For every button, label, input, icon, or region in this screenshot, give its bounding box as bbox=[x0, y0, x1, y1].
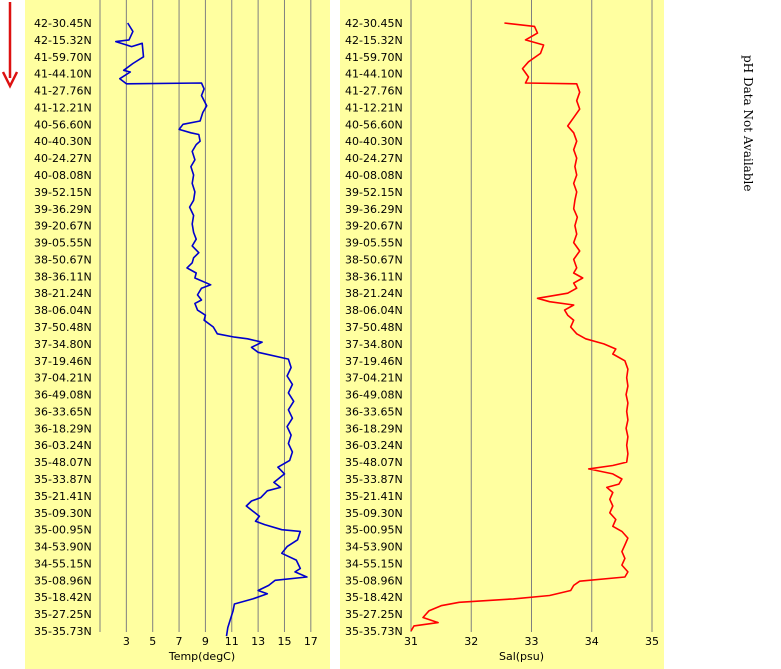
temp-lat-label: 42-30.45N bbox=[34, 17, 92, 30]
sal-tick-label: 33 bbox=[525, 635, 539, 648]
temp-tick-label: 17 bbox=[304, 635, 318, 648]
temp-lat-label: 40-56.60N bbox=[34, 118, 92, 131]
sal-lat-label: 35-35.73N bbox=[345, 625, 403, 638]
temp-lat-label: 36-49.08N bbox=[34, 389, 92, 402]
temp-lat-label: 37-04.21N bbox=[34, 372, 92, 385]
sal-lat-label: 35-48.07N bbox=[345, 456, 403, 469]
temp-lat-label: 34-55.15N bbox=[34, 557, 92, 570]
temp-tick-label: 9 bbox=[202, 635, 209, 648]
salinity-panel bbox=[340, 0, 664, 669]
sal-lat-label: 35-08.96N bbox=[345, 574, 403, 587]
temp-lat-label: 38-21.24N bbox=[34, 287, 92, 300]
temp-lat-label: 38-36.11N bbox=[34, 270, 92, 283]
temp-lat-label: 38-50.67N bbox=[34, 253, 92, 266]
sal-tick-label: 32 bbox=[464, 635, 478, 648]
temp-lat-label: 39-52.15N bbox=[34, 186, 92, 199]
sal-lat-label: 35-27.25N bbox=[345, 608, 403, 621]
temp-lat-label: 37-50.48N bbox=[34, 321, 92, 334]
sal-lat-label: 36-18.29N bbox=[345, 422, 403, 435]
temp-lat-label: 40-08.08N bbox=[34, 169, 92, 182]
temp-lat-label: 34-53.90N bbox=[34, 541, 92, 554]
sal-lat-label: 37-50.48N bbox=[345, 321, 403, 334]
temp-tick-label: 13 bbox=[251, 635, 265, 648]
sal-lat-label: 42-15.32N bbox=[345, 34, 403, 47]
sal-lat-label: 36-33.65N bbox=[345, 405, 403, 418]
temperature-panel bbox=[25, 0, 330, 669]
sal-lat-label: 39-20.67N bbox=[345, 220, 403, 233]
temp-lat-label: 39-36.29N bbox=[34, 203, 92, 216]
sal-lat-label: 41-59.70N bbox=[345, 51, 403, 64]
temp-lat-label: 41-44.10N bbox=[34, 68, 92, 81]
sal-lat-label: 37-34.80N bbox=[345, 338, 403, 351]
sal-lat-label: 39-36.29N bbox=[345, 203, 403, 216]
temp-lat-label: 35-18.42N bbox=[34, 591, 92, 604]
sal-lat-label: 40-40.30N bbox=[345, 135, 403, 148]
sal-lat-label: 40-56.60N bbox=[345, 118, 403, 131]
sal-lat-label: 37-04.21N bbox=[345, 372, 403, 385]
temp-lat-label: 41-12.21N bbox=[34, 101, 92, 114]
temp-lat-label: 38-06.04N bbox=[34, 304, 92, 317]
temp-lat-label: 40-24.27N bbox=[34, 152, 92, 165]
sal-lat-label: 35-21.41N bbox=[345, 490, 403, 503]
temp-lat-label: 41-59.70N bbox=[34, 51, 92, 64]
sal-lat-label: 37-19.46N bbox=[345, 355, 403, 368]
temp-lat-label: 35-00.95N bbox=[34, 524, 92, 537]
temp-lat-label: 36-03.24N bbox=[34, 439, 92, 452]
sal-lat-label: 39-52.15N bbox=[345, 186, 403, 199]
temp-lat-label: 35-48.07N bbox=[34, 456, 92, 469]
sal-lat-label: 38-21.24N bbox=[345, 287, 403, 300]
temp-lat-label: 37-34.80N bbox=[34, 338, 92, 351]
sal-tick-label: 35 bbox=[645, 635, 659, 648]
temp-tick-label: 7 bbox=[176, 635, 183, 648]
depth-arrow-icon bbox=[1, 2, 19, 89]
temp-lat-label: 35-21.41N bbox=[34, 490, 92, 503]
temp-lat-label: 41-27.76N bbox=[34, 85, 92, 98]
sal-lat-label: 42-30.45N bbox=[345, 17, 403, 30]
temp-tick-label: 3 bbox=[123, 635, 130, 648]
sal-lat-label: 40-08.08N bbox=[345, 169, 403, 182]
temp-tick-label: 15 bbox=[277, 635, 291, 648]
sal-lat-label: 40-24.27N bbox=[345, 152, 403, 165]
sal-lat-label: 38-36.11N bbox=[345, 270, 403, 283]
temp-series-line bbox=[115, 22, 308, 637]
ph-note: pH Data Not Available bbox=[741, 55, 755, 192]
sal-axis-label: Sal(psu) bbox=[499, 650, 544, 663]
sal-lat-label: 39-05.55N bbox=[345, 237, 403, 250]
temp-lat-label: 35-08.96N bbox=[34, 574, 92, 587]
temp-lat-label: 42-15.32N bbox=[34, 34, 92, 47]
sal-lat-label: 41-27.76N bbox=[345, 85, 403, 98]
sal-lat-label: 35-09.30N bbox=[345, 507, 403, 520]
sal-lat-label: 34-55.15N bbox=[345, 557, 403, 570]
sal-lat-label: 35-18.42N bbox=[345, 591, 403, 604]
temp-lat-label: 35-33.87N bbox=[34, 473, 92, 486]
temp-lat-label: 35-09.30N bbox=[34, 507, 92, 520]
sal-lat-label: 41-12.21N bbox=[345, 101, 403, 114]
sal-lat-label: 38-50.67N bbox=[345, 253, 403, 266]
temp-lat-label: 35-35.73N bbox=[34, 625, 92, 638]
temp-lat-label: 40-40.30N bbox=[34, 135, 92, 148]
sal-tick-label: 31 bbox=[404, 635, 418, 648]
temp-lat-label: 35-27.25N bbox=[34, 608, 92, 621]
sal-lat-label: 34-53.90N bbox=[345, 541, 403, 554]
temp-axis-label: Temp(degC) bbox=[168, 650, 235, 663]
sal-lat-label: 41-44.10N bbox=[345, 68, 403, 81]
temp-tick-label: 11 bbox=[225, 635, 239, 648]
temp-lat-label: 36-18.29N bbox=[34, 422, 92, 435]
sal-lat-label: 38-06.04N bbox=[345, 304, 403, 317]
temp-lat-label: 39-05.55N bbox=[34, 237, 92, 250]
sal-lat-label: 36-49.08N bbox=[345, 389, 403, 402]
temp-tick-label: 5 bbox=[149, 635, 156, 648]
sal-tick-label: 34 bbox=[585, 635, 599, 648]
sal-series-line bbox=[410, 22, 629, 632]
temp-lat-label: 39-20.67N bbox=[34, 220, 92, 233]
temp-lat-label: 36-33.65N bbox=[34, 405, 92, 418]
sal-lat-label: 35-33.87N bbox=[345, 473, 403, 486]
temp-lat-label: 37-19.46N bbox=[34, 355, 92, 368]
sal-lat-label: 35-00.95N bbox=[345, 524, 403, 537]
sal-lat-label: 36-03.24N bbox=[345, 439, 403, 452]
